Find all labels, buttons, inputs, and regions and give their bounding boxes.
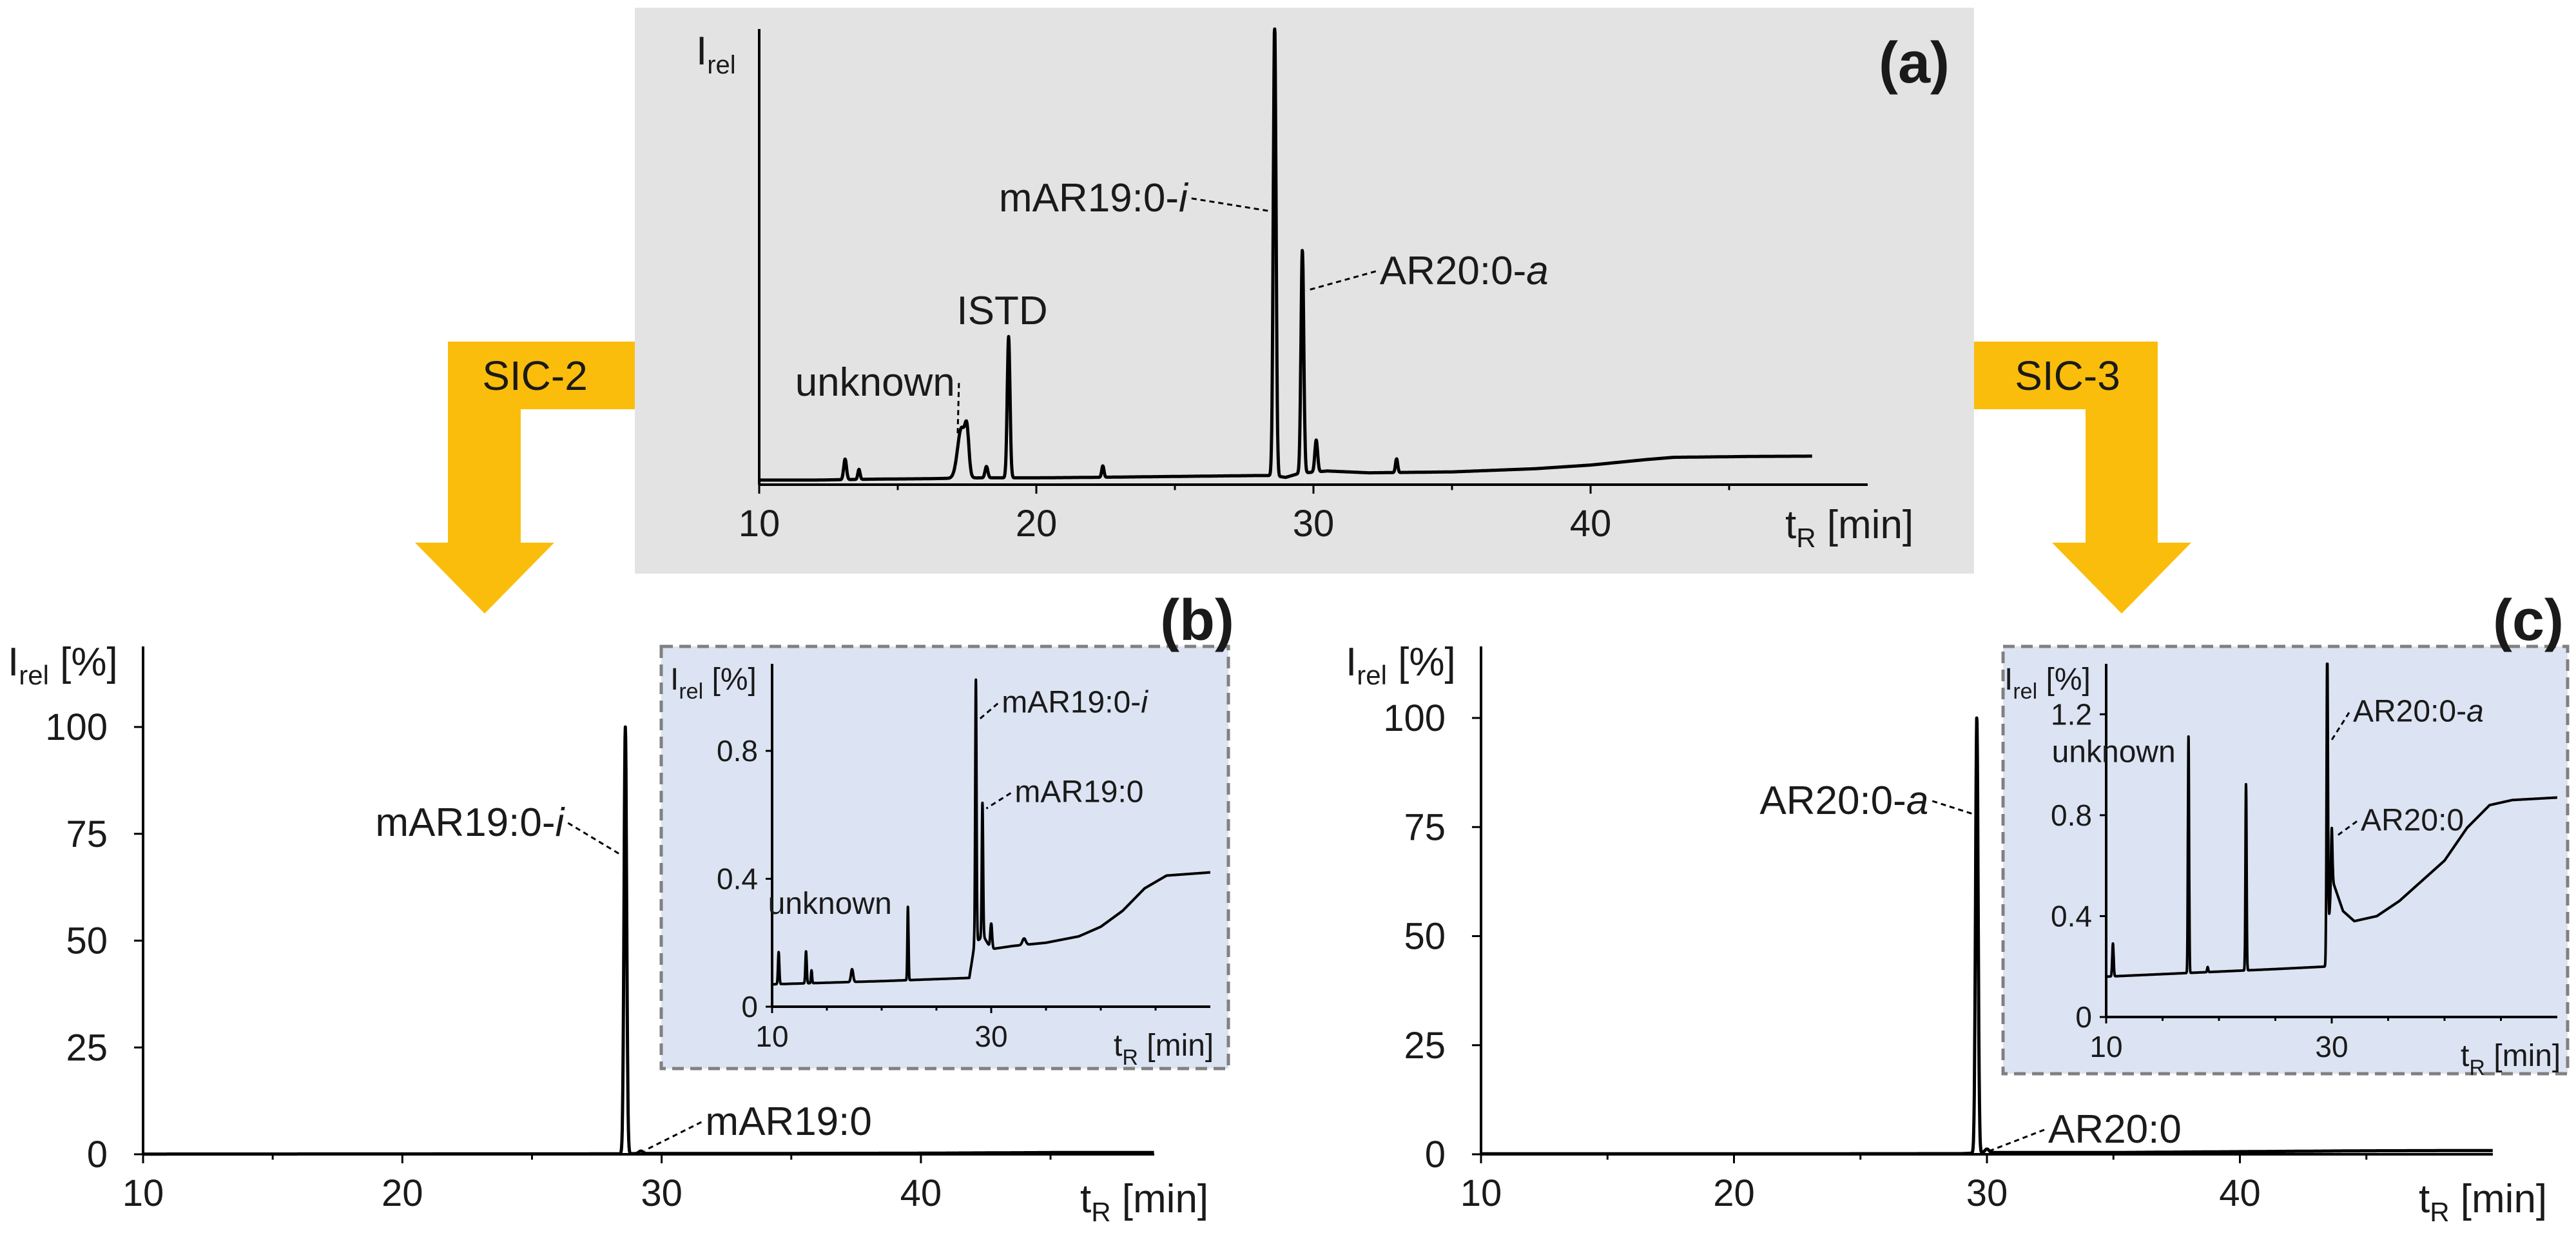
sic-2-label: SIC-2	[482, 353, 588, 399]
x-tick-label: 20	[1713, 1172, 1755, 1214]
annotation-leader	[985, 792, 1012, 809]
annotation-label: AR20:0-a	[1380, 249, 1549, 293]
y-tick-label: 0	[2075, 1000, 2092, 1034]
y-tick-label: 50	[1404, 916, 1446, 958]
x-tick-label: 30	[1966, 1172, 2008, 1214]
annotation-label: mAR19:0-i	[375, 800, 565, 845]
x-tick-label: 20	[1016, 503, 1058, 545]
x-axis-label: tR [min]	[2419, 1177, 2547, 1227]
series-trace	[758, 27, 1814, 482]
annotation-label: mAR19:0-i	[999, 176, 1189, 220]
panel-b-inset-background	[659, 644, 1230, 1070]
panel-c-inset-background	[2001, 644, 2570, 1076]
panel-b-title: (b)	[1160, 588, 1234, 653]
y-tick-label: 75	[66, 813, 108, 855]
x-tick-label: 10	[122, 1172, 164, 1214]
x-tick-label: 30	[974, 1020, 1007, 1053]
x-tick-label: 10	[1460, 1172, 1502, 1214]
annotation-leader	[2330, 712, 2350, 742]
sic-2-arrow	[415, 342, 635, 614]
annotation-label: AR20:0	[2048, 1107, 2182, 1152]
y-tick-label: 0.4	[717, 862, 758, 896]
panel-a-title: (a)	[1879, 31, 1950, 95]
y-tick-label: 0	[87, 1134, 108, 1176]
y-tick-label: 100	[45, 706, 108, 748]
y-tick-label: 0	[741, 990, 758, 1023]
annotation-label: unknown	[768, 887, 892, 921]
annotation-leader	[1932, 800, 1973, 815]
series-trace	[2105, 663, 2559, 978]
annotation-leader	[1191, 197, 1272, 213]
annotation-label: ISTD	[956, 289, 1047, 333]
y-tick-label: 25	[66, 1027, 108, 1069]
y-axis-label: Irel [%]	[2004, 663, 2091, 704]
annotation-label: mAR19:0-i	[1002, 686, 1148, 720]
y-axis-label: Irel [%]	[8, 640, 118, 690]
annotation-leader	[1306, 270, 1377, 292]
annotation-leader	[2335, 820, 2358, 838]
x-tick-label: 40	[900, 1172, 942, 1214]
x-tick-label: 30	[641, 1172, 683, 1214]
chart-b-inset: 10 30 0 0.4 0.8 Irel [%] tR [min] unknown mAR19:…	[670, 663, 1214, 1070]
x-axis-label: tR [min]	[2461, 1039, 2561, 1080]
x-axis-label: tR [min]	[1785, 503, 1913, 553]
x-tick-label: 30	[2315, 1030, 2348, 1063]
annotation-leader	[567, 822, 623, 857]
annotation-label: AR20:0-a	[1759, 779, 1928, 823]
annotation-label: AR20:0-a	[2353, 695, 2484, 729]
series-trace	[771, 678, 1212, 986]
y-axis-label: Irel	[696, 29, 736, 79]
annotation-label: mAR19:0	[1014, 775, 1143, 809]
x-tick-label: 20	[382, 1172, 423, 1214]
y-tick-label: 75	[1404, 806, 1446, 848]
annotation-label: unknown	[795, 360, 955, 405]
y-tick-label: 0.4	[2051, 899, 2092, 933]
annotation-label: AR20:0	[2361, 803, 2464, 837]
annotation-leader	[1990, 1129, 2045, 1152]
x-tick-label: 10	[755, 1020, 788, 1053]
annotation-label: unknown	[2052, 735, 2176, 770]
x-tick-label: 40	[1570, 503, 1612, 545]
y-tick-label: 0.8	[717, 734, 758, 768]
y-tick-label: 50	[66, 920, 108, 962]
y-axis-label: Irel [%]	[1346, 640, 1456, 690]
series-trace	[142, 725, 1156, 1156]
x-axis-label: tR [min]	[1114, 1029, 1214, 1070]
annotation-leader	[979, 702, 999, 720]
y-axis-label: Irel [%]	[670, 663, 757, 704]
y-tick-label: 1.2	[2051, 697, 2092, 731]
y-tick-label: 0	[1425, 1134, 1446, 1176]
series-trace	[1480, 716, 2494, 1156]
x-axis-label: tR [min]	[1080, 1177, 1208, 1227]
panel-c-title: (c)	[2493, 588, 2564, 653]
x-tick-label: 40	[2219, 1172, 2261, 1214]
annotation-leader	[644, 1121, 702, 1152]
x-tick-label: 30	[1293, 503, 1335, 545]
annotation-label: mAR19:0	[705, 1100, 871, 1144]
sic-3-label: SIC-3	[2015, 353, 2120, 399]
y-tick-label: 25	[1404, 1025, 1446, 1067]
y-tick-label: 100	[1383, 697, 1446, 739]
sic-3-arrow	[1974, 342, 2191, 614]
x-tick-label: 10	[739, 503, 780, 545]
x-tick-label: 10	[2089, 1030, 2122, 1063]
y-tick-label: 0.8	[2051, 799, 2092, 832]
